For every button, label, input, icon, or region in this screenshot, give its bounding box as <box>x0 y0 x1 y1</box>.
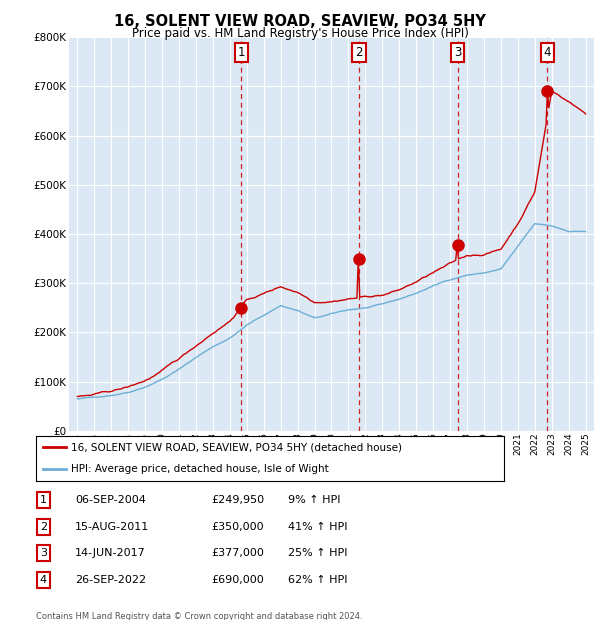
Text: 2: 2 <box>40 521 47 532</box>
Text: Price paid vs. HM Land Registry's House Price Index (HPI): Price paid vs. HM Land Registry's House … <box>131 27 469 40</box>
Text: 2: 2 <box>355 46 363 60</box>
Text: 15-AUG-2011: 15-AUG-2011 <box>75 521 149 532</box>
Text: 3: 3 <box>40 548 47 559</box>
Text: 1: 1 <box>238 46 245 60</box>
Text: 4: 4 <box>40 575 47 585</box>
Text: 06-SEP-2004: 06-SEP-2004 <box>75 495 146 505</box>
Text: 62% ↑ HPI: 62% ↑ HPI <box>288 575 347 585</box>
Text: £350,000: £350,000 <box>211 521 264 532</box>
Text: 26-SEP-2022: 26-SEP-2022 <box>75 575 146 585</box>
Text: 3: 3 <box>454 46 461 60</box>
Text: 25% ↑ HPI: 25% ↑ HPI <box>288 548 347 559</box>
Text: 9% ↑ HPI: 9% ↑ HPI <box>288 495 341 505</box>
Text: Contains HM Land Registry data © Crown copyright and database right 2024.
This d: Contains HM Land Registry data © Crown c… <box>36 612 362 620</box>
Text: 1: 1 <box>40 495 47 505</box>
Text: £249,950: £249,950 <box>211 495 264 505</box>
Text: 16, SOLENT VIEW ROAD, SEAVIEW, PO34 5HY: 16, SOLENT VIEW ROAD, SEAVIEW, PO34 5HY <box>114 14 486 29</box>
Text: 41% ↑ HPI: 41% ↑ HPI <box>288 521 347 532</box>
Text: £690,000: £690,000 <box>211 575 264 585</box>
Text: 4: 4 <box>544 46 551 60</box>
Text: 16, SOLENT VIEW ROAD, SEAVIEW, PO34 5HY (detached house): 16, SOLENT VIEW ROAD, SEAVIEW, PO34 5HY … <box>71 442 402 452</box>
Text: HPI: Average price, detached house, Isle of Wight: HPI: Average price, detached house, Isle… <box>71 464 329 474</box>
Text: £377,000: £377,000 <box>211 548 264 559</box>
Text: 14-JUN-2017: 14-JUN-2017 <box>75 548 146 559</box>
